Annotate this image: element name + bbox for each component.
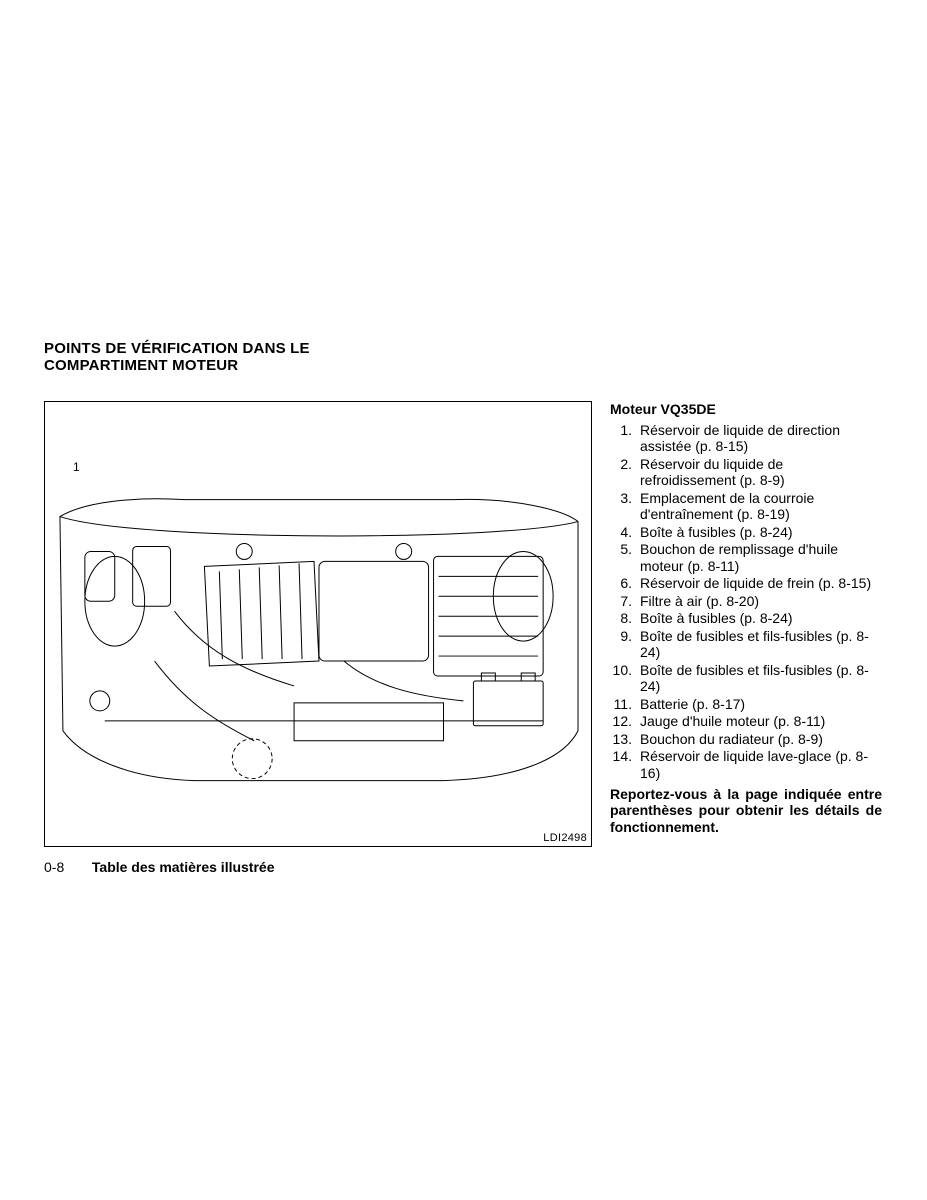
- legend-item-text: Réservoir de liquide lave-glace (p. 8-16…: [640, 748, 882, 781]
- legend-item-number: 8.: [610, 610, 640, 627]
- legend-note: Reportez-vous à la page indiquée entre p…: [610, 786, 882, 836]
- legend-item-text: Boîte à fusibles (p. 8-24): [640, 610, 882, 627]
- legend-item-number: 4.: [610, 524, 640, 541]
- legend-item: 10.Boîte de fusibles et fils-fusibles (p…: [610, 661, 882, 695]
- legend-item: 4.Boîte à fusibles (p. 8-24): [610, 523, 882, 541]
- legend-item-number: 7.: [610, 593, 640, 610]
- legend-item-text: Bouchon de remplissage d'huile moteur (p…: [640, 541, 882, 574]
- legend-item-text: Emplacement de la courroie d'entraînemen…: [640, 490, 882, 523]
- legend-list: 1.Réservoir de liquide de direction assi…: [610, 421, 882, 782]
- legend-item-text: Batterie (p. 8-17): [640, 696, 882, 713]
- legend-item: 12.Jauge d'huile moteur (p. 8-11): [610, 713, 882, 731]
- legend-item: 8.Boîte à fusibles (p. 8-24): [610, 610, 882, 628]
- legend-title: Moteur VQ35DE: [610, 401, 882, 418]
- legend-item-number: 11.: [610, 696, 640, 713]
- legend-item: 3.Emplacement de la courroie d'entraînem…: [610, 489, 882, 523]
- legend-item-number: 2.: [610, 456, 640, 489]
- legend-item: 6.Réservoir de liquide de frein (p. 8-15…: [610, 575, 882, 593]
- legend-item-text: Boîte à fusibles (p. 8-24): [640, 524, 882, 541]
- legend-item-text: Réservoir du liquide de refroidissement …: [640, 456, 882, 489]
- legend-item-number: 6.: [610, 575, 640, 592]
- legend-item-number: 13.: [610, 731, 640, 748]
- legend-item-number: 9.: [610, 628, 640, 661]
- legend-item-text: Réservoir de liquide de frein (p. 8-15): [640, 575, 882, 592]
- heading-line1: POINTS DE VÉRIFICATION DANS LE: [44, 340, 310, 357]
- legend-item: 1.Réservoir de liquide de direction assi…: [610, 421, 882, 455]
- legend-item: 7.Filtre à air (p. 8-20): [610, 592, 882, 610]
- legend-item: 14.Réservoir de liquide lave-glace (p. 8…: [610, 748, 882, 782]
- legend-item-number: 14.: [610, 748, 640, 781]
- legend-item-number: 12.: [610, 713, 640, 730]
- legend-item-text: Réservoir de liquide de direction assist…: [640, 422, 882, 455]
- engine-compartment-diagram: 1 LDI2498: [44, 401, 592, 847]
- page-number: 0-8: [44, 859, 88, 875]
- legend-item: 5.Bouchon de remplissage d'huile moteur …: [610, 541, 882, 575]
- legend-item-text: Jauge d'huile moteur (p. 8-11): [640, 713, 882, 730]
- legend-item-text: Bouchon du radiateur (p. 8-9): [640, 731, 882, 748]
- legend-item: 13.Bouchon du radiateur (p. 8-9): [610, 730, 882, 748]
- callout-number: 1: [73, 460, 80, 474]
- legend-item-text: Boîte de fusibles et fils-fusibles (p. 8…: [640, 662, 882, 695]
- legend-item-text: Boîte de fusibles et fils-fusibles (p. 8…: [640, 628, 882, 661]
- legend-item-number: 3.: [610, 490, 640, 523]
- engine-line-art: [45, 402, 591, 846]
- page-caption: 0-8 Table des matières illustrée: [44, 859, 592, 875]
- legend-item-text: Filtre à air (p. 8-20): [640, 593, 882, 610]
- legend-item-number: 1.: [610, 422, 640, 455]
- legend-item-number: 10.: [610, 662, 640, 695]
- caption-title: Table des matières illustrée: [92, 859, 275, 875]
- legend-item: 2.Réservoir du liquide de refroidissemen…: [610, 455, 882, 489]
- legend-item: 11.Batterie (p. 8-17): [610, 695, 882, 713]
- legend-item-number: 5.: [610, 541, 640, 574]
- heading-line2: COMPARTIMENT MOTEUR: [44, 357, 238, 374]
- legend-item: 9.Boîte de fusibles et fils-fusibles (p.…: [610, 627, 882, 661]
- page-heading: POINTS DE VÉRIFICATION DANS LE COMPARTIM…: [44, 340, 884, 375]
- figure-code: LDI2498: [543, 832, 587, 844]
